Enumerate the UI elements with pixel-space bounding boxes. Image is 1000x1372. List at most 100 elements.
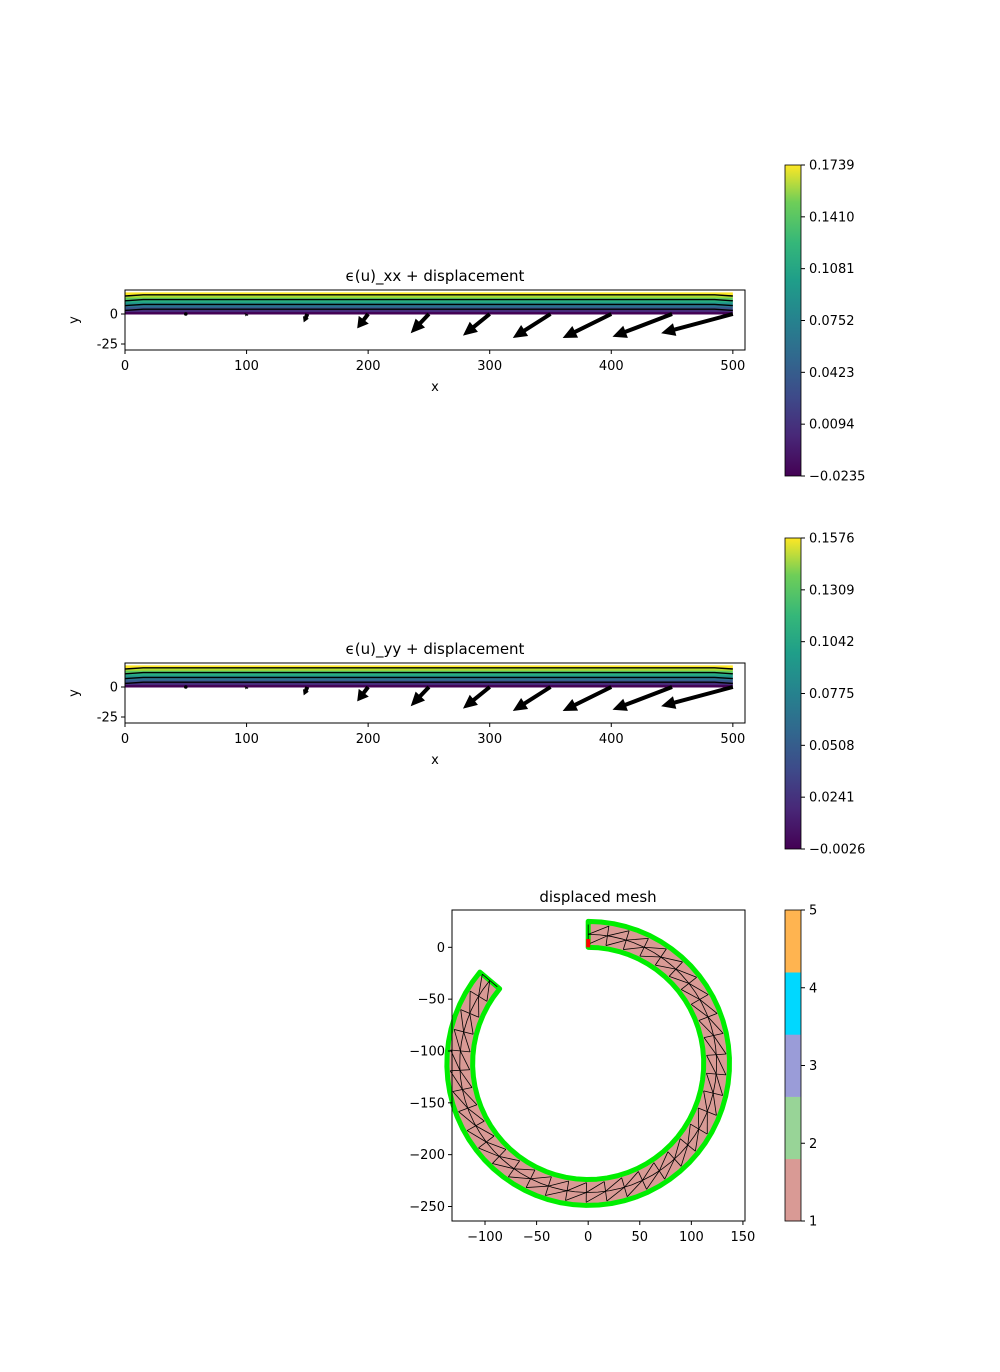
displacement-arrow xyxy=(244,686,249,690)
mesh-edge xyxy=(467,1107,485,1122)
mesh-edge xyxy=(707,1016,724,1034)
colorbar-swatch xyxy=(785,1158,801,1222)
mesh-edge xyxy=(486,1141,507,1150)
x-tick-label: 500 xyxy=(720,359,745,374)
mesh-edge xyxy=(475,1125,495,1137)
contour-band xyxy=(125,294,733,298)
colorbar-tick-label: 0.0775 xyxy=(809,687,855,702)
mesh-edge xyxy=(586,1181,605,1193)
contour-band xyxy=(125,682,733,686)
colorbar-tick-label: 0.1081 xyxy=(809,262,855,277)
mesh-edge xyxy=(459,933,717,1193)
contour-line xyxy=(124,294,733,297)
colorbar-tick-label: 0.1309 xyxy=(809,583,855,598)
mesh-edge xyxy=(492,1163,515,1170)
colorbar-tick-label: 0.1042 xyxy=(809,635,855,650)
mesh-edge xyxy=(463,1031,471,1053)
x-tick-label: 0 xyxy=(584,1230,592,1245)
contour-line xyxy=(124,671,733,675)
colorbar-ticks: 0.1576 0.1309 0.1042 0.0775 0.0508 0.0241 −0.0… xyxy=(801,532,865,858)
x-tick-label: 100 xyxy=(679,1230,704,1245)
y-tick-label: -25 xyxy=(97,711,118,726)
mesh-edge xyxy=(458,1111,476,1127)
mesh-edge xyxy=(469,1013,474,1035)
displacement-arrow xyxy=(357,685,370,702)
displacement-arrow xyxy=(244,313,249,317)
mesh-edge xyxy=(675,968,697,978)
mesh-edge xyxy=(681,989,700,1000)
mesh-edge xyxy=(644,946,667,950)
mesh-edge xyxy=(623,946,645,950)
x-axis-ticks: 0 100 200 300 400 500 xyxy=(121,350,745,374)
y-tick-label: -25 xyxy=(97,338,118,353)
mesh-fill xyxy=(444,918,732,1208)
colorbar-tick-label: 3 xyxy=(809,1059,817,1074)
mesh-edge xyxy=(712,1093,717,1116)
mesh-edge xyxy=(459,1050,471,1070)
mesh-edge xyxy=(459,1070,473,1088)
x-axis-ticks: 0 100 200 300 400 500 xyxy=(121,723,745,747)
mesh-edge xyxy=(697,1107,700,1130)
colorbar-tick-label: 2 xyxy=(809,1137,817,1152)
mesh-edge xyxy=(698,1020,714,1036)
mesh-edge xyxy=(585,1190,606,1203)
y-axis-label: y xyxy=(67,689,82,697)
y-tick-label: 0 xyxy=(110,681,118,696)
x-tick-label: 150 xyxy=(731,1230,756,1245)
contour-field xyxy=(124,292,733,315)
colorbar-swatch xyxy=(785,910,801,973)
mesh-edge xyxy=(566,1182,587,1192)
contour-line xyxy=(124,308,733,312)
x-tick-label: 500 xyxy=(720,732,745,747)
colorbar-tick-label: 0.0094 xyxy=(809,418,855,433)
colorbar-tick-label: 1 xyxy=(809,1215,817,1230)
contour-line xyxy=(124,676,733,680)
colorbar-tick-label: 4 xyxy=(809,981,817,996)
displacement-arrow xyxy=(302,686,310,696)
colorbar-swatch xyxy=(785,1096,801,1160)
contour-band xyxy=(125,675,733,678)
mesh-edge xyxy=(688,983,709,995)
displacement-arrows xyxy=(183,312,734,338)
contour-band xyxy=(125,684,733,688)
contour-line xyxy=(124,681,733,685)
colorbar-tick-label: 0.1576 xyxy=(809,532,855,547)
contour-band xyxy=(125,667,733,671)
x-axis-label: x xyxy=(431,753,439,768)
mesh-edge xyxy=(660,956,683,963)
mesh-edge xyxy=(588,935,608,945)
contour-band xyxy=(125,679,733,683)
mesh-edge xyxy=(606,1186,625,1202)
mesh-edge xyxy=(674,1138,681,1160)
displacement-arrow xyxy=(612,685,673,711)
mesh-edge xyxy=(478,974,483,997)
mesh-edge xyxy=(680,1144,689,1167)
colorbar-tick-label: 0.1739 xyxy=(809,159,855,174)
mesh-edge xyxy=(658,1151,669,1172)
contour-band xyxy=(125,302,733,305)
x-tick-label: −100 xyxy=(467,1230,503,1245)
colorbar-tick-label: 0.0241 xyxy=(809,791,855,806)
colorbar-tick-label: 0.0508 xyxy=(809,739,855,754)
x-tick-label: 200 xyxy=(356,359,381,374)
mesh-edge xyxy=(639,955,661,958)
displacement-arrow xyxy=(562,685,613,711)
mesh-edge xyxy=(605,939,627,946)
contour-line xyxy=(124,667,733,670)
mesh-edge xyxy=(626,1180,643,1197)
colorbar-tick-label: 5 xyxy=(809,904,817,919)
y-tick-label: −250 xyxy=(409,1200,445,1215)
mesh-edge xyxy=(699,999,718,1014)
contour-band xyxy=(125,299,733,303)
contour-band xyxy=(125,677,733,681)
contour-field xyxy=(124,665,733,688)
contour-line xyxy=(124,303,733,307)
colorbar-tick-label: −0.0235 xyxy=(809,470,865,485)
colorbar-swatch xyxy=(785,1034,801,1097)
colorbar: 0.1739 0.1410 0.1081 0.0752 0.0423 0.0094 −0.0… xyxy=(784,159,865,485)
mesh-edge xyxy=(607,930,630,937)
mesh-edge xyxy=(565,1192,587,1201)
displacement-arrow xyxy=(357,312,370,329)
x-tick-label: 100 xyxy=(234,732,259,747)
